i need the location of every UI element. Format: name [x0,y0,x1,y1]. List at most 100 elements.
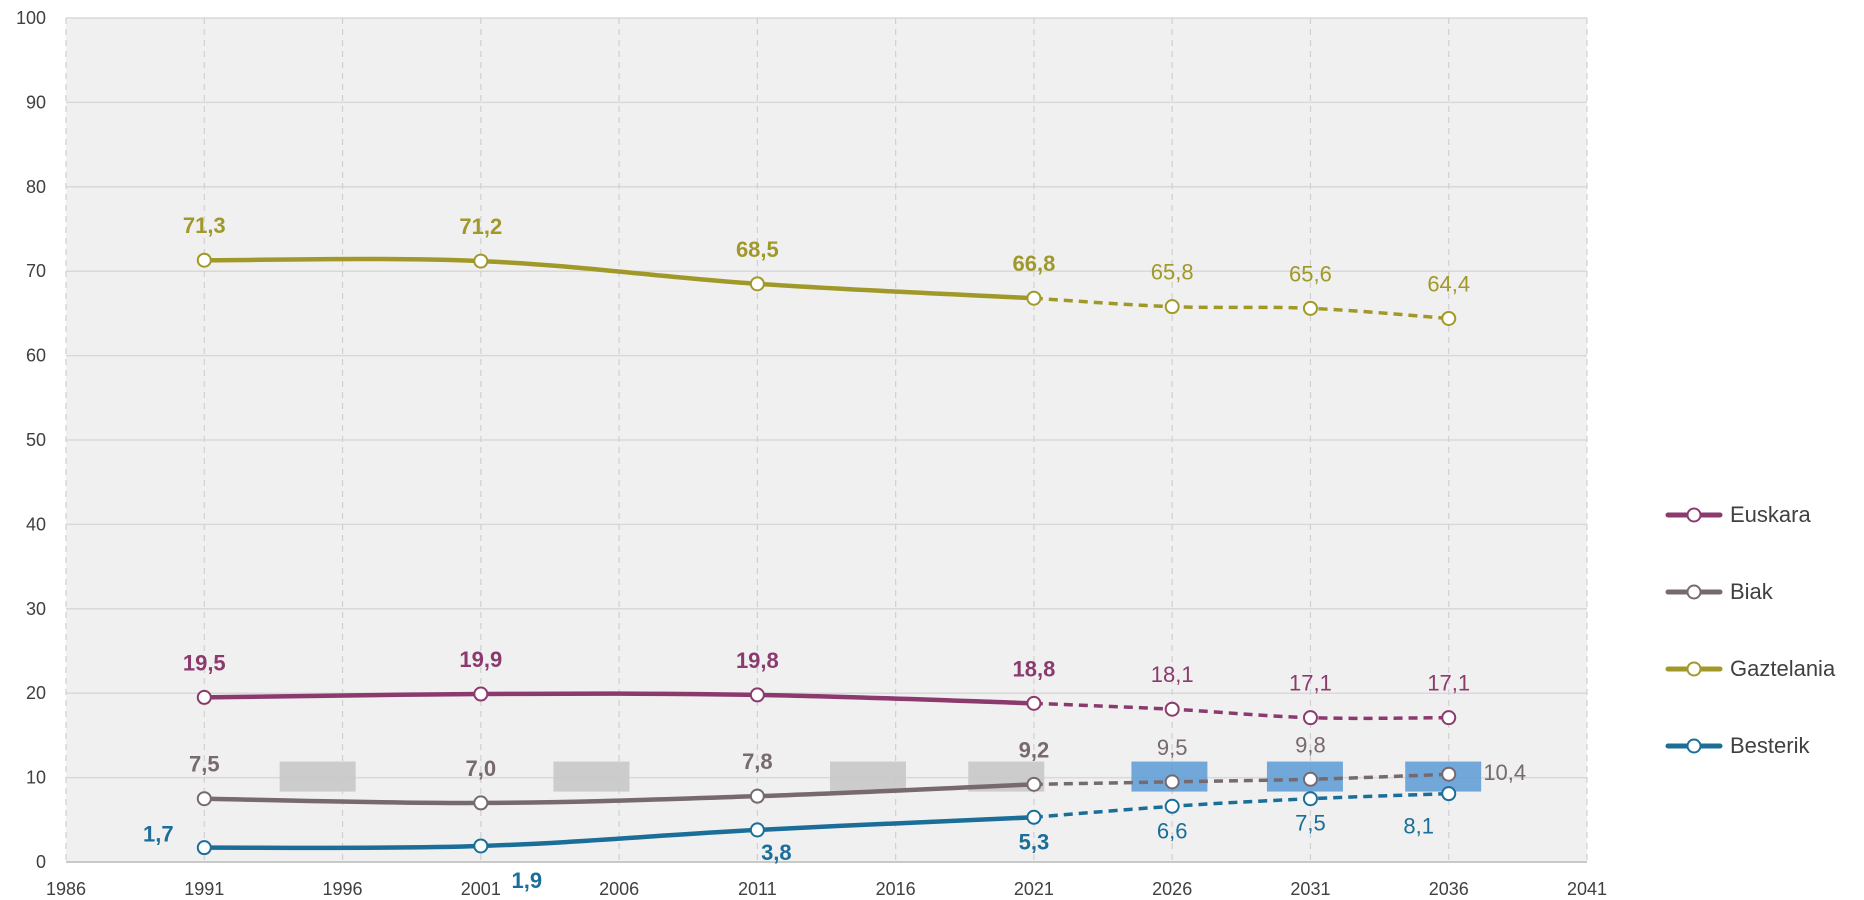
data-point-biak [1164,774,1180,790]
x-tick-label: 2021 [1014,879,1054,899]
data-label-euskara: 19,9 [459,647,502,672]
series-line-gaztelania [202,256,1037,301]
data-point-gaztelania [1164,299,1180,315]
y-tick-label: 100 [16,8,46,28]
data-point-gaztelania [196,252,212,268]
data-label-biak: 7,5 [189,752,220,777]
data-point-besterik [1441,786,1457,802]
x-tick-label: 2036 [1429,879,1469,899]
data-point-euskara [1164,701,1180,717]
legend-item-gaztelania: Gaztelania [1664,654,1835,684]
label-highlight-box [553,761,630,792]
x-tick-label: 2001 [461,879,501,899]
data-point-euskara [1441,710,1457,726]
x-tick-label: 2006 [599,879,639,899]
x-tick-label: 2031 [1290,879,1330,899]
data-label-euskara: 18,8 [1012,656,1055,681]
data-point-besterik [1302,791,1318,807]
label-highlight-box [829,761,906,792]
data-point-biak [473,795,489,811]
data-label-besterik: 7,5 [1295,811,1326,836]
data-point-gaztelania [1302,300,1318,316]
data-label-besterik: 8,1 [1403,814,1434,839]
legend-item-besterik: Besterik [1664,731,1809,761]
legend-label: Euskara [1730,502,1811,527]
y-tick-label: 70 [26,261,46,281]
data-point-euskara [473,686,489,702]
data-label-biak: 7,0 [466,756,497,781]
legend-item-biak: Biak [1664,577,1773,607]
data-point-gaztelania [1441,310,1457,326]
data-point-euskara [196,689,212,705]
y-tick-label: 40 [26,514,46,534]
data-label-gaztelania: 71,2 [459,214,502,239]
legend-swatch [1665,507,1723,523]
data-label-gaztelania: 65,6 [1289,261,1332,286]
series-line-besterik [202,815,1037,851]
y-tick-label: 50 [26,430,46,450]
data-label-euskara: 17,1 [1427,671,1470,696]
data-label-gaztelania: 68,5 [736,237,779,262]
data-label-biak: 9,2 [1019,737,1050,762]
x-tick-label: 2026 [1152,879,1192,899]
data-point-besterik [196,840,212,856]
data-label-besterik: 1,7 [143,822,174,847]
data-label-euskara: 18,1 [1151,662,1194,687]
legend-label: Biak [1730,579,1773,604]
data-point-euskara [749,687,765,703]
data-label-besterik: 6,6 [1157,818,1188,843]
data-point-biak [1441,766,1457,782]
legend-item-euskara: Euskara [1664,500,1811,530]
series-line-euskara [202,691,1037,706]
data-label-gaztelania: 64,4 [1427,271,1470,296]
data-point-besterik [473,838,489,854]
data-label-biak: 9,8 [1295,732,1326,757]
data-label-gaztelania: 65,8 [1151,260,1194,285]
data-point-gaztelania [749,276,765,292]
legend-swatch [1665,661,1723,677]
data-label-biak: 9,5 [1157,735,1188,760]
data-point-biak [1026,776,1042,792]
data-point-biak [749,788,765,804]
x-tick-label: 2011 [738,879,777,899]
y-tick-label: 0 [36,852,46,872]
series-forecast-line-besterik [1033,791,1449,820]
data-label-euskara: 19,8 [736,648,779,673]
data-label-biak: 7,8 [742,749,773,774]
y-tick-label: 10 [26,768,46,788]
legend-label: Gaztelania [1730,656,1836,681]
legend: Euskara Biak Gaztelania Besterik [1664,500,1864,800]
data-point-biak [196,791,212,807]
x-tick-label: 2016 [876,879,916,899]
data-point-gaztelania [1026,290,1042,306]
data-point-euskara [1026,695,1042,711]
data-point-gaztelania [473,253,489,269]
y-tick-label: 80 [26,177,46,197]
series-line-biak [202,782,1037,806]
data-point-besterik [749,822,765,838]
data-label-euskara: 17,1 [1289,671,1332,696]
x-tick-label: 1986 [46,879,86,899]
x-tick-label: 2041 [1567,879,1607,899]
x-tick-label: 1996 [323,879,363,899]
y-tick-label: 90 [26,92,46,112]
y-tick-label: 20 [26,683,46,703]
data-label-gaztelania: 66,8 [1012,251,1055,276]
data-point-besterik [1164,798,1180,814]
data-point-besterik [1026,809,1042,825]
legend-swatch [1665,584,1723,600]
x-tick-label: 1991 [184,879,224,899]
data-label-besterik: 5,3 [1019,829,1050,854]
label-highlight-box [279,761,356,792]
data-label-euskara: 19,5 [183,650,226,675]
data-label-biak: 10,4 [1483,760,1526,785]
data-point-euskara [1302,710,1318,726]
legend-label: Besterik [1730,733,1810,758]
data-label-gaztelania: 71,3 [183,213,226,238]
y-tick-label: 60 [26,346,46,366]
data-point-biak [1302,771,1318,787]
data-label-besterik: 1,9 [512,868,543,893]
legend-swatch [1665,738,1723,754]
data-label-besterik: 3,8 [761,840,792,865]
